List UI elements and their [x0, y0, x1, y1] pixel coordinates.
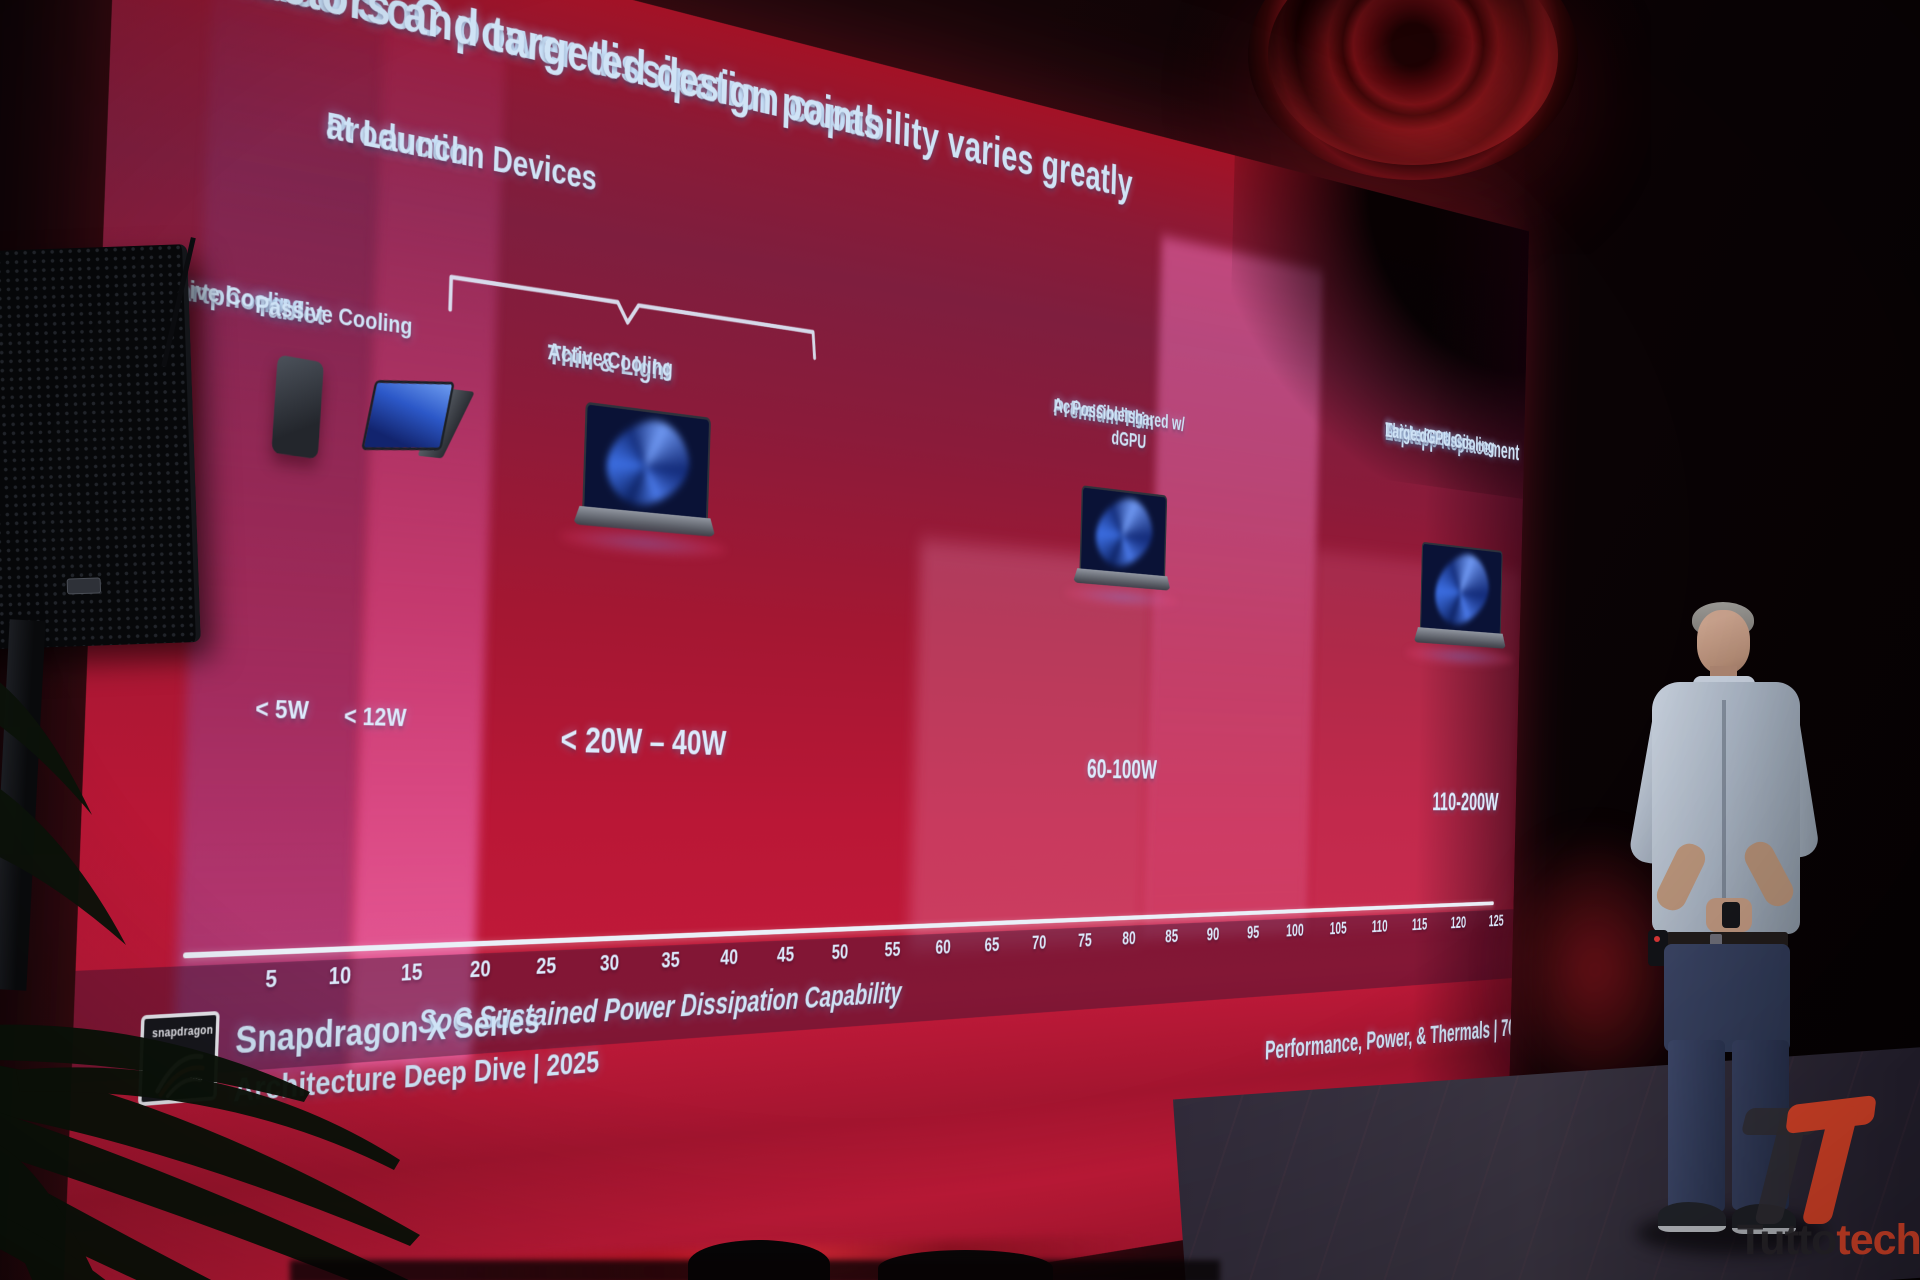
- laptop-screen: [1420, 542, 1503, 636]
- axis-tick: 80: [1122, 927, 1136, 950]
- conference-stage-photo: Sustained SoC power dissipation capabili…: [0, 0, 1920, 1280]
- windows-bloom-wallpaper: [1091, 492, 1156, 573]
- tablet-image: [368, 369, 460, 465]
- axis-tick: 115: [1412, 914, 1428, 935]
- axis-tick: 65: [984, 933, 999, 957]
- palm-plant: [0, 600, 520, 1280]
- axis-tick: 105: [1329, 918, 1347, 939]
- foreground-darkness: [290, 1260, 1220, 1280]
- axis-tick: 50: [831, 939, 848, 965]
- windows-bloom-wallpaper: [1431, 547, 1492, 633]
- presenter-shirt-placket: [1722, 700, 1726, 920]
- presenter-head: [1697, 610, 1750, 674]
- presenter-hip-light: [1654, 936, 1660, 942]
- axis-tick: 90: [1206, 923, 1219, 945]
- presenter-left-leg: [1668, 1040, 1725, 1212]
- axis-tick: 110: [1371, 916, 1387, 937]
- axis-tick: 85: [1165, 925, 1179, 948]
- windows-bloom-wallpaper: [600, 413, 695, 513]
- laptop-screen: [582, 402, 711, 521]
- smartphone-image: [271, 355, 324, 460]
- axis-tick: 30: [600, 949, 620, 977]
- axis-tick: 25: [536, 952, 557, 980]
- axis-tick: 120: [1450, 912, 1466, 932]
- axis-tick: 45: [777, 942, 795, 968]
- watermark-text-tutto: Tutto: [1737, 1216, 1836, 1264]
- premium-thin-power-label: 60-100W: [1053, 753, 1189, 785]
- presenter-clicker: [1722, 902, 1740, 928]
- axis-tick: 95: [1247, 921, 1260, 943]
- axis-tick: 60: [935, 935, 951, 960]
- axis-tick: 40: [720, 944, 739, 971]
- ceiling-light-fixture: [1248, 0, 1578, 180]
- axis-tick: 70: [1032, 931, 1047, 955]
- thin-and-light-power-label: < 20W – 40W: [534, 718, 749, 764]
- laptop-screen: [1079, 485, 1167, 578]
- axis-tick: 75: [1078, 929, 1092, 952]
- presenter-jeans: [1664, 944, 1790, 1052]
- tuttotech-watermark: Tuttotech: [1728, 1088, 1920, 1280]
- axis-tick: 55: [884, 937, 901, 962]
- tablet-screen: [361, 380, 455, 450]
- thin-and-light-laptop-image: [572, 401, 719, 558]
- desktop-power-label: 110-200W: [1398, 786, 1529, 816]
- desktop-replacement-laptop-image: [1413, 541, 1508, 666]
- watermark-text-tech: tech: [1836, 1216, 1920, 1264]
- speaker-logo: [67, 577, 102, 594]
- premium-thin-laptop-image: [1072, 484, 1173, 607]
- line-array-speaker: [0, 244, 201, 650]
- axis-tick: 35: [661, 947, 680, 974]
- axis-tick: 100: [1286, 920, 1304, 942]
- watermark-text: Tuttotech: [1714, 1216, 1920, 1265]
